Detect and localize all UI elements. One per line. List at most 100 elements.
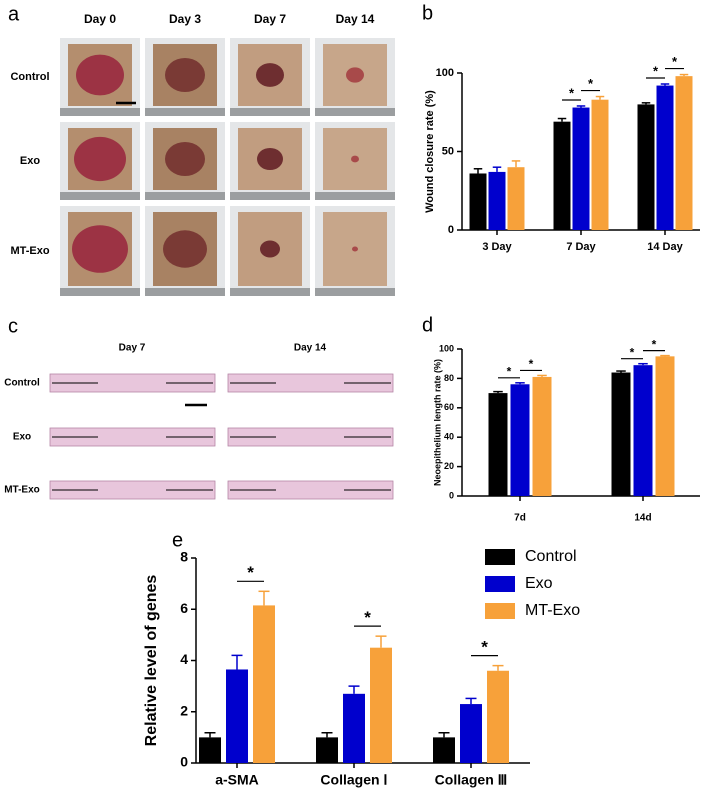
- ruler: [230, 192, 310, 200]
- wound: [72, 225, 128, 273]
- tissue-section: [227, 480, 394, 500]
- bar: [253, 605, 275, 763]
- y-tick-label: 20: [444, 461, 454, 471]
- row-label: Exo: [13, 432, 31, 443]
- panel-label: a: [8, 3, 20, 25]
- y-tick-label: 2: [180, 702, 188, 718]
- y-tick-label: 100: [436, 67, 454, 79]
- significance-label: *: [630, 345, 635, 359]
- row-label: MT-Exo: [4, 485, 40, 496]
- x-tick-label: 3 Day: [482, 241, 512, 253]
- x-tick-label: 14 Day: [647, 241, 683, 253]
- significance-label: *: [529, 357, 534, 371]
- ruler: [315, 108, 395, 116]
- row-label: Exo: [20, 155, 40, 167]
- row-label: MT-Exo: [10, 245, 49, 257]
- tissue-section: [49, 480, 216, 500]
- legend-label: MT-Exo: [525, 602, 580, 619]
- ruler: [60, 192, 140, 200]
- tissue-section: [227, 373, 394, 393]
- bar: [433, 737, 455, 763]
- bar: [343, 693, 365, 763]
- legend-label: Control: [525, 548, 577, 565]
- column-header: Day 3: [169, 12, 201, 26]
- legend-swatch: [485, 603, 515, 619]
- significance-label: *: [507, 365, 512, 379]
- column-header: Day 7: [119, 343, 146, 354]
- tissue-section: [49, 427, 216, 447]
- y-tick-label: 100: [439, 343, 454, 353]
- tissue-section: [49, 373, 216, 393]
- y-tick-label: 0: [448, 224, 454, 236]
- y-tick-label: 50: [442, 145, 454, 157]
- bar: [572, 107, 590, 230]
- row-label: Control: [4, 378, 40, 389]
- y-tick-label: 40: [444, 432, 454, 442]
- ruler: [60, 288, 140, 296]
- wound: [163, 230, 207, 268]
- y-tick-label: 0: [449, 490, 454, 500]
- wound: [257, 147, 283, 171]
- significance-label: *: [672, 54, 678, 69]
- column-header: Day 14: [294, 343, 327, 354]
- tissue-section: [227, 427, 394, 447]
- bar: [370, 647, 392, 763]
- wound: [74, 136, 126, 182]
- bar: [199, 737, 221, 763]
- y-tick-label: 60: [444, 402, 454, 412]
- ruler: [315, 288, 395, 296]
- legend-label: Exo: [525, 575, 553, 592]
- significance-label: *: [481, 637, 488, 656]
- y-tick-label: 6: [180, 600, 188, 616]
- x-tick-label: a-SMA: [215, 772, 259, 788]
- bar: [507, 167, 525, 230]
- bar: [611, 372, 631, 496]
- column-header: Day 14: [336, 12, 375, 26]
- significance-label: *: [653, 64, 659, 79]
- y-axis-title: Neoepithelium length rate (%): [432, 359, 442, 486]
- wound: [165, 142, 205, 176]
- significance-label: *: [652, 337, 657, 351]
- ruler: [145, 192, 225, 200]
- ruler: [145, 108, 225, 116]
- x-tick-label: Collagen Ⅰ: [320, 772, 387, 788]
- bar: [469, 173, 487, 230]
- panel-label: d: [422, 314, 433, 336]
- wound: [76, 54, 124, 96]
- panel-label: e: [172, 529, 183, 551]
- bar: [226, 669, 248, 763]
- legend-swatch: [485, 576, 515, 592]
- bar: [637, 104, 655, 230]
- bar: [553, 121, 571, 230]
- bar: [510, 384, 530, 496]
- x-tick-label: 7 Day: [566, 241, 596, 253]
- bar: [656, 85, 674, 230]
- wound: [256, 63, 284, 87]
- bar: [591, 99, 609, 230]
- wound: [352, 246, 358, 252]
- x-tick-label: Collagen Ⅲ: [435, 772, 508, 788]
- significance-label: *: [364, 608, 371, 627]
- bar: [487, 670, 509, 763]
- ruler: [230, 288, 310, 296]
- bar: [633, 365, 653, 496]
- bar: [675, 76, 693, 230]
- row-label: Control: [10, 71, 49, 83]
- significance-label: *: [588, 76, 594, 91]
- bar: [460, 704, 482, 763]
- wound: [351, 155, 359, 163]
- wound: [260, 240, 280, 258]
- x-tick-label: 7d: [514, 513, 526, 524]
- y-axis-title: Wound closure rate (%): [424, 90, 436, 213]
- panel-label: c: [8, 315, 18, 337]
- ruler: [145, 288, 225, 296]
- bar: [655, 356, 675, 496]
- y-tick-label: 80: [444, 373, 454, 383]
- ruler: [230, 108, 310, 116]
- ruler: [60, 108, 140, 116]
- wound: [165, 58, 205, 92]
- y-tick-label: 0: [180, 754, 188, 770]
- y-axis-title: Relative level of genes: [143, 575, 160, 747]
- column-header: Day 0: [84, 12, 116, 26]
